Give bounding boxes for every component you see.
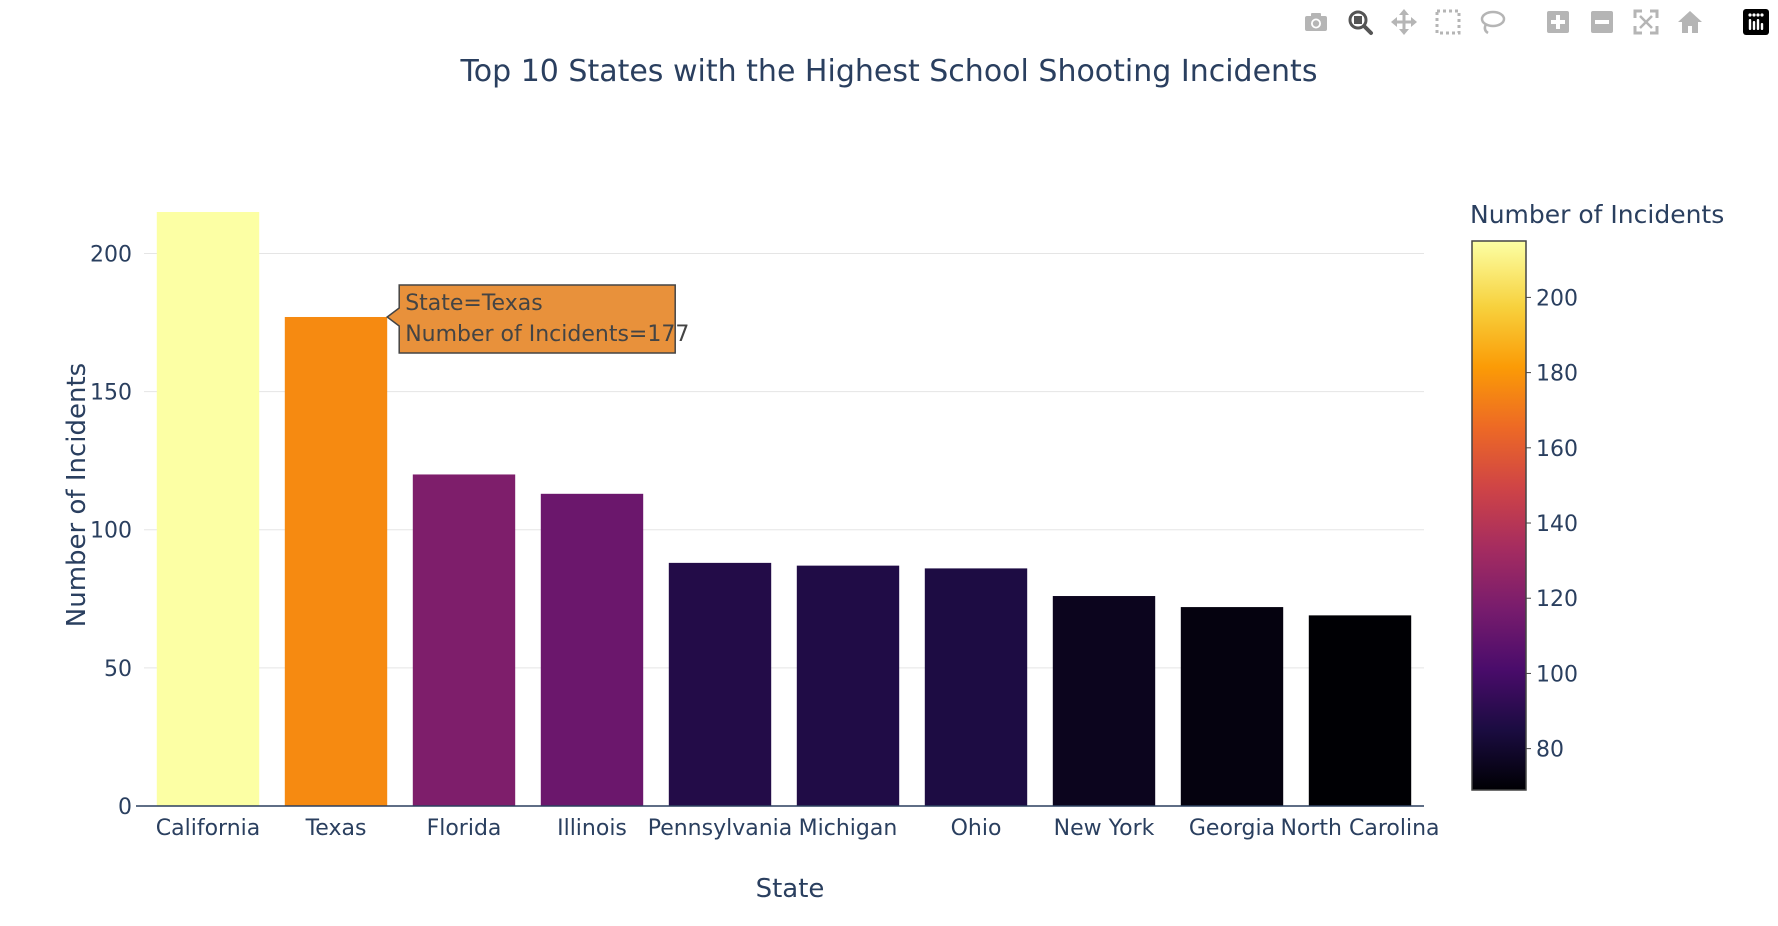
x-tick-label: Michigan: [799, 816, 898, 841]
camera-button[interactable]: [1300, 6, 1332, 38]
autoscale-icon: [1633, 9, 1659, 35]
x-tick-label: California: [156, 816, 260, 841]
colorbar-tick-label: 200: [1536, 286, 1578, 311]
colorbar: Number of Incidents 80 100 120 140 160 180 200: [1470, 200, 1724, 791]
hover-tooltip: State=Texas Number of Incidents=177: [385, 284, 689, 354]
modebar-toolbar: [1300, 6, 1772, 38]
tooltip-line-state: State=Texas: [405, 291, 542, 316]
x-tick-label: Ohio: [951, 816, 1002, 841]
zoom-out-button[interactable]: [1586, 6, 1618, 38]
zoom-button[interactable]: [1344, 6, 1376, 38]
autoscale-button[interactable]: [1630, 6, 1662, 38]
plotly-logo-button[interactable]: [1740, 6, 1772, 38]
box-select-button[interactable]: [1432, 6, 1464, 38]
bar-michigan[interactable]: [796, 565, 900, 806]
y-tick-label: 50: [104, 657, 132, 682]
tooltip-line-value: Number of Incidents=177: [405, 322, 689, 347]
bars[interactable]: [156, 212, 1412, 806]
tooltip-box: [385, 284, 676, 354]
colorbar-gradient: [1471, 240, 1527, 791]
colorbar-tick-label: 80: [1536, 738, 1564, 763]
bar-illinois[interactable]: [540, 493, 644, 806]
plotly-logo-icon: [1743, 9, 1769, 35]
bar-pennsylvania[interactable]: [668, 562, 772, 806]
lasso-select-icon: [1480, 10, 1506, 35]
x-tick-label: Florida: [427, 816, 502, 841]
colorbar-tick-label: 160: [1536, 437, 1578, 462]
y-axis-title: Number of Incidents: [62, 363, 92, 627]
bar-florida[interactable]: [412, 474, 516, 806]
lasso-select-button[interactable]: [1476, 6, 1508, 38]
y-tick-label: 0: [118, 795, 132, 820]
bar-georgia[interactable]: [1180, 607, 1284, 806]
colorbar-tick-label: 180: [1536, 362, 1578, 387]
y-tick-label: 200: [90, 242, 132, 267]
zoom-out-icon: [1591, 11, 1613, 33]
x-tick-label: New York: [1054, 816, 1155, 841]
colorbar-tick-label: 120: [1536, 587, 1578, 612]
x-axis-title: State: [756, 874, 825, 904]
zoom-in-icon: [1547, 11, 1569, 33]
x-tick-label: Illinois: [557, 816, 627, 841]
camera-icon: [1305, 13, 1327, 31]
colorbar-tick-label: 140: [1536, 512, 1578, 537]
bar-new-york[interactable]: [1052, 596, 1156, 806]
reset-axes-button[interactable]: [1674, 6, 1706, 38]
y-tick-label: 150: [90, 381, 132, 406]
colorbar-tick-label: 100: [1536, 662, 1578, 687]
y-tick-label: 100: [90, 519, 132, 544]
axes: 0 50 100 150 200 California Texas Florida Illino…: [90, 242, 1440, 841]
chart-title: Top 10 States with the Highest School Sh…: [460, 54, 1318, 89]
x-tick-label: Texas: [305, 816, 367, 841]
home-icon: [1678, 11, 1702, 33]
colorbar-title: Number of Incidents: [1470, 200, 1724, 229]
bar-ohio[interactable]: [924, 568, 1028, 806]
pan-icon: [1391, 9, 1417, 35]
box-select-icon: [1435, 9, 1461, 35]
bar-north-carolina[interactable]: [1308, 615, 1412, 806]
colorbar-ticks: 80 100 120 140 160 180 200: [1526, 286, 1578, 763]
x-tick-label: North Carolina: [1280, 816, 1439, 841]
zoom-in-button[interactable]: [1542, 6, 1574, 38]
x-tick-label: Georgia: [1189, 816, 1275, 841]
x-tick-label: Pennsylvania: [648, 816, 793, 841]
bar-california[interactable]: [156, 212, 260, 806]
bar-texas[interactable]: [284, 316, 388, 806]
zoom-icon: [1348, 10, 1373, 35]
pan-button[interactable]: [1388, 6, 1420, 38]
